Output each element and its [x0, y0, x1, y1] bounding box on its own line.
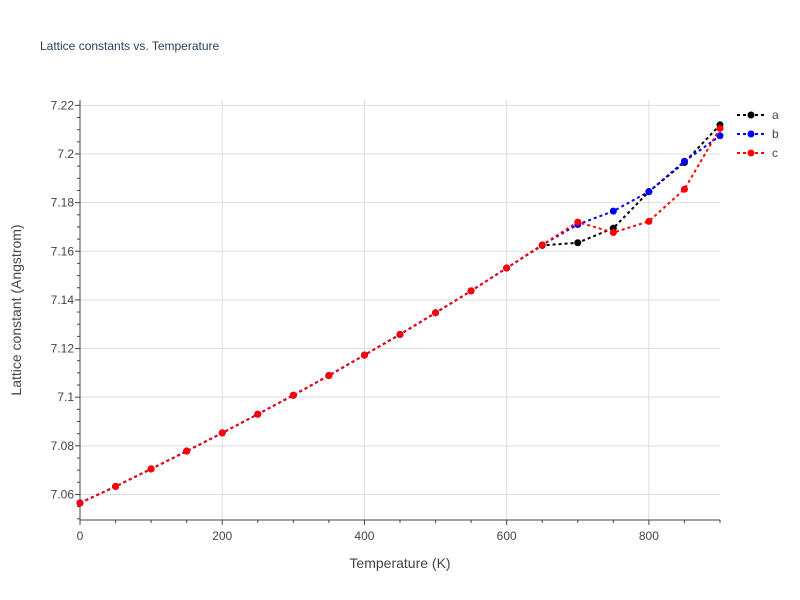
x-tick-label: 800 — [639, 529, 659, 543]
legend-marker-a[interactable] — [747, 111, 755, 119]
data-point-c[interactable] — [76, 499, 84, 507]
series-line-b — [79, 134, 721, 504]
y-tick-label: 7.12 — [51, 342, 75, 356]
x-axis-title: Temperature (K) — [349, 555, 450, 571]
y-tick-label: 7.2 — [57, 147, 74, 161]
data-point-b[interactable] — [716, 132, 724, 140]
data-point-b[interactable] — [645, 188, 653, 196]
data-point-c[interactable] — [289, 391, 297, 399]
series-layer — [76, 121, 724, 507]
grid — [80, 100, 720, 520]
x-tick-label: 600 — [497, 529, 517, 543]
data-point-c[interactable] — [218, 429, 226, 437]
data-point-c[interactable] — [432, 309, 440, 317]
legend-label-c[interactable]: c — [772, 146, 778, 160]
y-tick-label: 7.18 — [51, 196, 75, 210]
data-point-c[interactable] — [325, 372, 333, 380]
legend-marker-c[interactable] — [747, 149, 755, 157]
y-tick-label: 7.16 — [51, 244, 75, 258]
data-point-c[interactable] — [467, 287, 475, 295]
data-point-c[interactable] — [609, 229, 617, 237]
legend-label-b[interactable]: b — [772, 127, 779, 141]
data-point-c[interactable] — [538, 241, 546, 249]
y-tick-label: 7.14 — [51, 293, 75, 307]
y-tick-label: 7.1 — [57, 390, 74, 404]
data-point-c[interactable] — [716, 124, 724, 132]
axes: 0 200 400 600 800 7.06 7.08 7.1 7.12 7.14 7.16 7.18… — [51, 98, 721, 543]
legend[interactable]: abc — [737, 108, 779, 160]
legend-marker-b[interactable] — [747, 130, 755, 138]
data-point-c[interactable] — [254, 410, 262, 418]
data-point-c[interactable] — [183, 447, 191, 455]
data-point-c[interactable] — [396, 330, 404, 338]
data-point-b[interactable] — [680, 157, 688, 165]
x-tick-label: 0 — [77, 529, 84, 543]
data-point-c[interactable] — [147, 465, 155, 473]
chart-title: Lattice constants vs. Temperature — [40, 39, 220, 53]
data-point-c[interactable] — [574, 218, 582, 226]
data-point-c[interactable] — [503, 264, 511, 272]
legend-label-a[interactable]: a — [772, 108, 779, 122]
x-tick-label: 400 — [354, 529, 374, 543]
y-tick-label: 7.08 — [51, 439, 75, 453]
data-point-c[interactable] — [645, 217, 653, 225]
y-tick-label: 7.22 — [51, 98, 75, 112]
data-point-c[interactable] — [680, 185, 688, 193]
data-point-c[interactable] — [360, 351, 368, 359]
data-point-a[interactable] — [574, 239, 582, 247]
y-tick-label: 7.06 — [51, 487, 75, 501]
x-tick-label: 200 — [212, 529, 232, 543]
data-point-b[interactable] — [609, 207, 617, 215]
y-axis-title: Lattice constant (Angstrom) — [8, 224, 24, 395]
series-line-c — [79, 127, 721, 504]
data-point-c[interactable] — [112, 482, 120, 490]
